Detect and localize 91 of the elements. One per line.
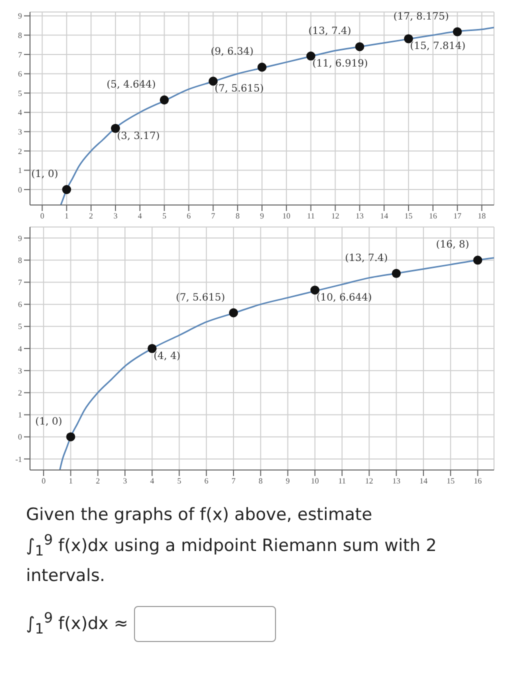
- data-label: (10, 6.644): [316, 292, 372, 304]
- x-tick-label: 1: [64, 212, 69, 221]
- y-tick-label: 3: [18, 366, 22, 376]
- x-tick-label: 7: [232, 476, 236, 486]
- x-tick-label: 16: [474, 476, 482, 486]
- data-label: (1, 0): [35, 416, 62, 428]
- x-tick-label: 17: [453, 212, 462, 221]
- x-tick-label: 12: [331, 212, 340, 221]
- point: [355, 42, 364, 52]
- point: [473, 256, 482, 265]
- point: [310, 286, 320, 295]
- data-label: (13, 7.4): [345, 252, 388, 264]
- x-tick-label: 6: [186, 212, 191, 221]
- x-tick-label: 5: [177, 476, 182, 486]
- point: [148, 344, 157, 354]
- x-tick-label: 13: [392, 476, 400, 486]
- y-tick-label: 7: [18, 50, 22, 60]
- x-tick-label: 0: [42, 476, 46, 486]
- point: [392, 268, 401, 278]
- x-tick-label: 9: [286, 476, 290, 486]
- y-tick-label: 5: [18, 88, 22, 98]
- x-tick-label: 8: [236, 212, 240, 221]
- y-tick-label: 2: [18, 388, 22, 398]
- y-tick-label: 7: [18, 278, 22, 288]
- data-label: (1, 0): [31, 169, 58, 180]
- data-label: (4, 4): [154, 350, 181, 362]
- data-label: (17, 8.175): [393, 11, 449, 22]
- point: [452, 27, 462, 36]
- x-tick-label: 14: [419, 476, 428, 486]
- x-tick-label: 11: [338, 476, 346, 486]
- x-tick-label: 1: [68, 476, 73, 486]
- data-label: (9, 6.34): [210, 46, 254, 58]
- x-tick-label: 16: [428, 212, 437, 221]
- y-tick-label: 1: [18, 166, 22, 176]
- data-label: (7, 5.615): [176, 292, 226, 304]
- data-label: (16, 8): [436, 240, 470, 251]
- x-tick-label: 10: [282, 212, 290, 221]
- y-tick-label: 9: [18, 12, 22, 21]
- x-tick-label: 18: [478, 212, 486, 221]
- y-tick-label: 1: [18, 410, 22, 420]
- y-tick-label: 0: [18, 432, 22, 442]
- y-tick-label: -1: [15, 454, 22, 464]
- x-tick-label: 4: [138, 212, 142, 221]
- text: Given the graphs of f(x) above, estimate: [26, 505, 372, 525]
- y-tick-label: 9: [18, 234, 22, 243]
- y-tick-label: 6: [18, 70, 22, 79]
- text: ∫$_{1}$$^{9}$ f(x)dx ≈: [26, 610, 128, 638]
- x-tick-label: 13: [356, 212, 364, 221]
- x-tick-label: 0: [40, 212, 44, 221]
- point: [160, 95, 169, 104]
- x-tick-label: 10: [310, 476, 319, 486]
- data-label: (11, 6.919): [312, 58, 368, 70]
- text: ∫$_{1}$$^{9}$ f(x)dx using a midpoint Riemann sum with 2 intervals.: [26, 532, 437, 586]
- x-tick-label: 5: [162, 212, 166, 221]
- y-tick-label: 5: [18, 322, 22, 332]
- x-tick-label: 3: [122, 476, 127, 486]
- x-tick-label: 8: [258, 476, 263, 486]
- y-tick-label: 8: [18, 31, 22, 40]
- x-tick-label: 6: [204, 476, 208, 486]
- x-tick-label: 2: [89, 212, 94, 221]
- point: [110, 124, 120, 133]
- y-tick-label: 4: [18, 344, 22, 354]
- x-tick-label: 11: [306, 212, 315, 221]
- data-label: (5, 4.644): [106, 79, 156, 90]
- y-tick-label: 2: [18, 146, 22, 156]
- point: [257, 62, 267, 72]
- point: [66, 432, 76, 442]
- y-tick-label: 6: [18, 300, 22, 310]
- point: [404, 34, 414, 44]
- y-tick-label: 8: [18, 256, 22, 265]
- point: [62, 185, 72, 194]
- x-tick-label: 15: [446, 476, 455, 486]
- y-tick-label: 4: [18, 108, 22, 118]
- x-tick-label: 4: [150, 476, 154, 486]
- x-tick-label: 15: [404, 212, 413, 221]
- x-tick-label: 14: [380, 212, 388, 221]
- data-label: (13, 7.4): [308, 26, 352, 38]
- point: [306, 52, 316, 61]
- data-label: (15, 7.814): [410, 41, 466, 52]
- line-series: [60, 26, 494, 205]
- x-tick-label: 12: [365, 476, 374, 486]
- x-tick-label: 7: [211, 212, 216, 221]
- data-label: (3, 3.17): [116, 130, 160, 142]
- x-tick-label: 9: [260, 212, 264, 221]
- data-label: (7, 5.615): [214, 84, 264, 95]
- point: [208, 76, 218, 86]
- y-tick-label: 3: [18, 128, 22, 136]
- y-tick-label: 0: [18, 185, 22, 194]
- x-tick-label: 3: [113, 212, 118, 221]
- x-tick-label: 2: [96, 476, 100, 486]
- point: [228, 308, 238, 318]
